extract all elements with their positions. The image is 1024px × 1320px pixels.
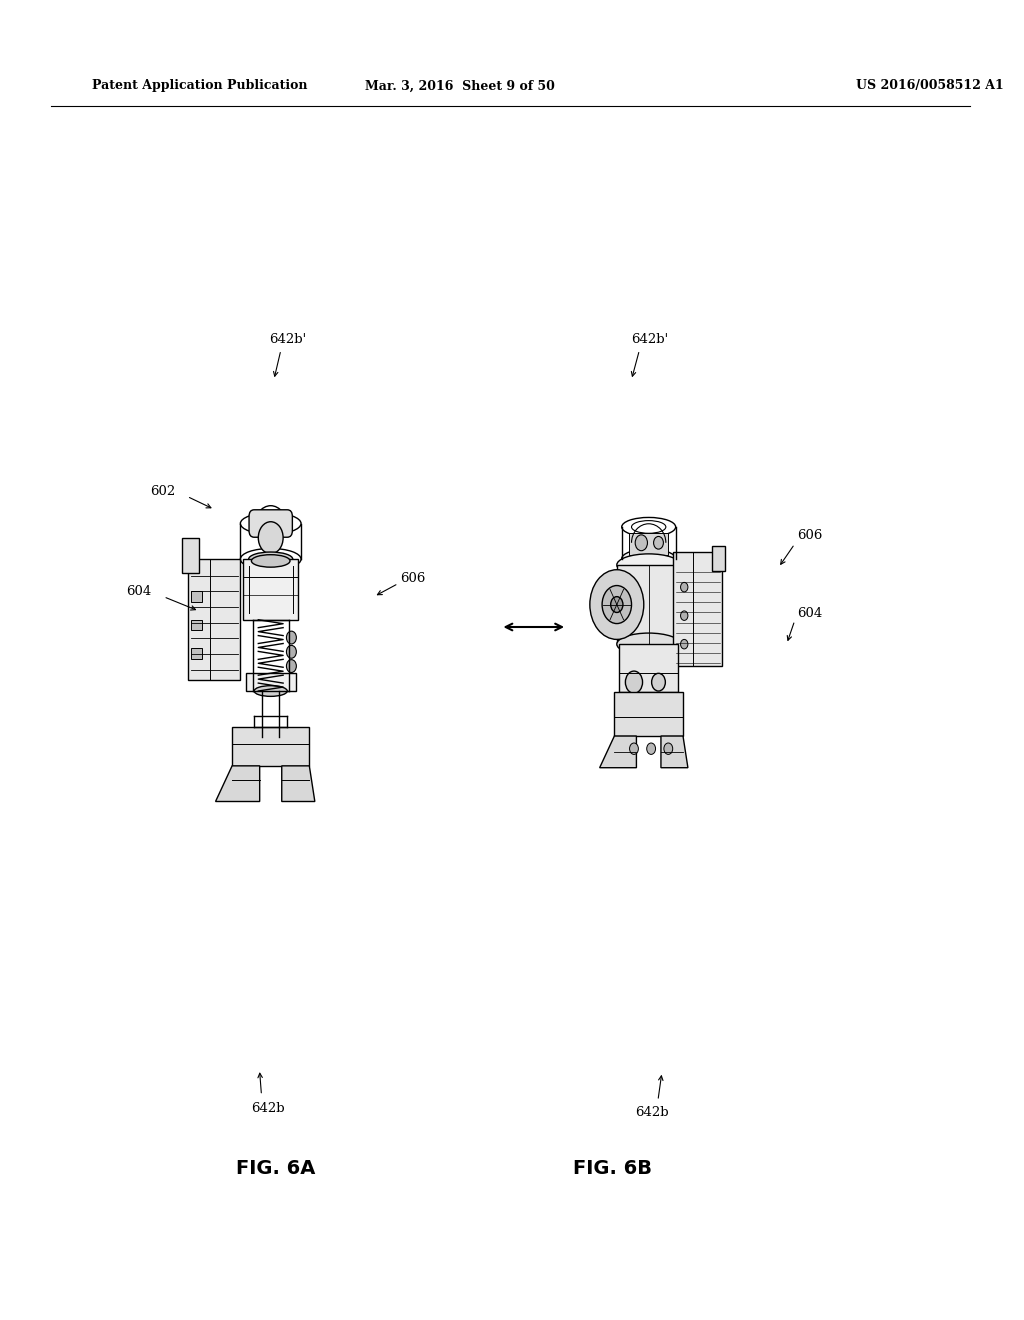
Circle shape	[626, 671, 642, 693]
FancyBboxPatch shape	[243, 560, 298, 620]
Bar	[713, 546, 725, 572]
Circle shape	[681, 639, 688, 649]
Circle shape	[602, 586, 632, 623]
Circle shape	[258, 521, 283, 554]
Ellipse shape	[249, 552, 293, 566]
Text: 604: 604	[126, 585, 152, 598]
Bar	[182, 537, 199, 573]
Bar	[190, 620, 202, 631]
Circle shape	[287, 675, 296, 686]
Text: FIG. 6A: FIG. 6A	[237, 1159, 315, 1177]
Ellipse shape	[254, 685, 288, 697]
Text: 642b: 642b	[635, 1106, 669, 1119]
Polygon shape	[215, 766, 260, 801]
FancyBboxPatch shape	[232, 726, 309, 766]
Circle shape	[630, 743, 638, 755]
Ellipse shape	[616, 634, 681, 655]
Circle shape	[653, 536, 664, 549]
FancyBboxPatch shape	[246, 673, 296, 692]
FancyBboxPatch shape	[249, 510, 293, 537]
Text: 642b: 642b	[251, 1102, 285, 1115]
Bar	[629, 533, 669, 556]
Circle shape	[590, 570, 644, 639]
Ellipse shape	[622, 549, 676, 568]
Circle shape	[287, 631, 296, 644]
FancyBboxPatch shape	[188, 560, 241, 680]
Circle shape	[610, 597, 623, 612]
Text: 606: 606	[400, 572, 426, 585]
Text: FIG. 6B: FIG. 6B	[573, 1159, 652, 1177]
Text: Patent Application Publication: Patent Application Publication	[92, 79, 307, 92]
Ellipse shape	[616, 554, 681, 576]
Ellipse shape	[252, 554, 290, 568]
Circle shape	[651, 673, 666, 692]
Text: 642b': 642b'	[269, 333, 307, 346]
Circle shape	[635, 535, 647, 550]
Polygon shape	[282, 766, 314, 801]
Text: 606: 606	[797, 529, 822, 543]
FancyBboxPatch shape	[614, 692, 683, 737]
Text: 642b': 642b'	[631, 333, 669, 346]
Circle shape	[664, 743, 673, 755]
Bar	[190, 648, 202, 659]
Polygon shape	[660, 737, 688, 768]
Circle shape	[681, 582, 688, 591]
Circle shape	[287, 645, 296, 659]
Circle shape	[287, 660, 296, 672]
FancyBboxPatch shape	[616, 565, 681, 644]
Polygon shape	[600, 737, 637, 768]
Circle shape	[647, 743, 655, 755]
FancyBboxPatch shape	[620, 644, 678, 692]
Text: Mar. 3, 2016  Sheet 9 of 50: Mar. 3, 2016 Sheet 9 of 50	[365, 79, 555, 92]
Text: US 2016/0058512 A1: US 2016/0058512 A1	[856, 79, 1004, 92]
Bar	[190, 591, 202, 602]
Text: 604: 604	[797, 607, 822, 620]
FancyBboxPatch shape	[673, 552, 722, 667]
Text: 602: 602	[151, 484, 176, 498]
Circle shape	[681, 611, 688, 620]
